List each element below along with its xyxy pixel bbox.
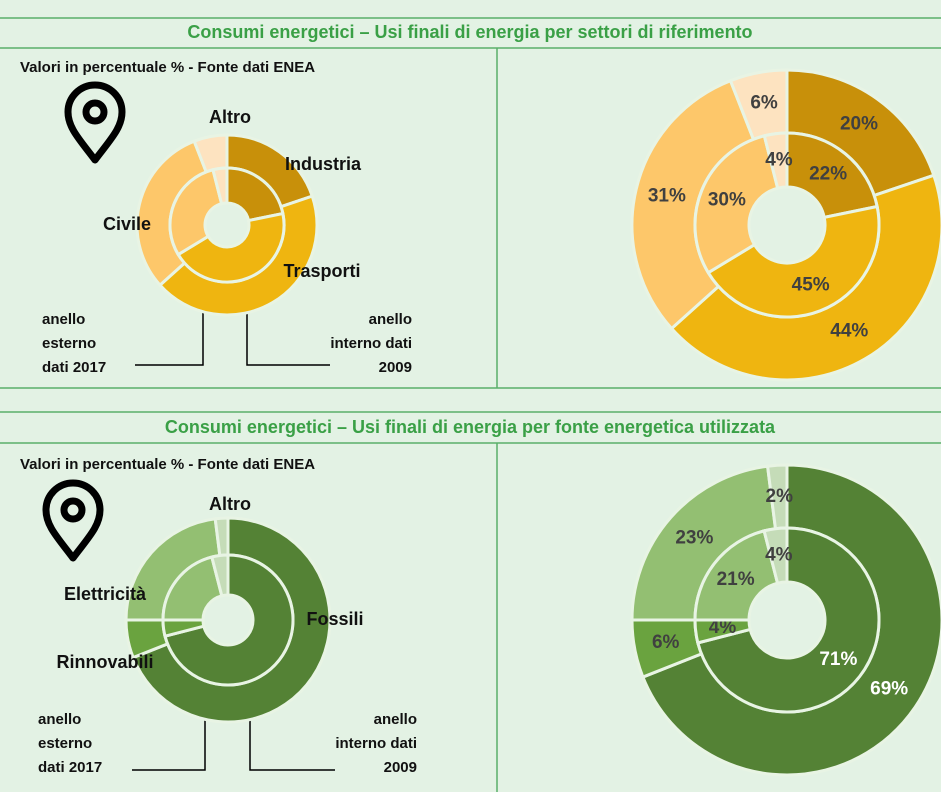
value-label: 20%	[840, 114, 878, 135]
series-annotation: anello interno dati 2009	[335, 711, 417, 776]
value-label: 45%	[792, 275, 830, 296]
category-label: Altro	[209, 494, 251, 514]
donut-segment	[696, 526, 881, 714]
value-label: 22%	[809, 164, 847, 185]
series-annotation: anello esterno dati 2017	[42, 311, 107, 376]
value-label: 71%	[819, 649, 857, 670]
donut-segment	[706, 204, 881, 319]
value-label: 6%	[750, 93, 778, 114]
category-label: Altro	[209, 107, 251, 127]
donut-segment	[785, 131, 879, 220]
donut-segment	[176, 211, 286, 284]
category-label: Civile	[103, 214, 151, 234]
donut-segment	[693, 529, 780, 622]
frame	[0, 17, 941, 792]
category-label: Fossili	[306, 609, 363, 629]
value-label: 69%	[870, 678, 908, 699]
value-label: 4%	[765, 545, 793, 566]
value-label: 6%	[652, 632, 680, 653]
category-label: Industria	[285, 154, 362, 174]
subtitle: Valori in percentuale % - Fonte dati ENE…	[20, 59, 315, 76]
value-label: 21%	[717, 569, 755, 590]
donut-segment	[211, 166, 229, 206]
value-label: 31%	[648, 185, 686, 206]
donut-segment	[762, 131, 789, 190]
category-label: Elettricità	[64, 584, 147, 604]
panel-title: Consumi energetici – Usi finali di energ…	[187, 22, 752, 42]
donut-segment	[762, 526, 789, 586]
pin-icon	[64, 81, 126, 164]
value-label: 23%	[675, 527, 713, 548]
panel-title: Consumi energetici – Usi finali di energ…	[165, 417, 776, 437]
donut-segment	[693, 134, 780, 275]
value-label: 2%	[766, 486, 794, 507]
donut-segment	[210, 553, 230, 598]
donut-segment	[163, 553, 295, 687]
category-label: Rinnovabili	[56, 652, 153, 672]
subtitle: Valori in percentuale % - Fonte dati ENE…	[20, 456, 315, 473]
series-annotation: anello esterno dati 2017	[38, 711, 103, 776]
value-label: 44%	[830, 321, 868, 342]
donut-segment	[168, 167, 224, 257]
category-label: Trasporti	[283, 261, 360, 281]
series-annotation: anello interno dati 2009	[330, 311, 412, 376]
value-label: 4%	[709, 617, 737, 638]
donut-segment	[225, 166, 285, 223]
donut-segment	[161, 555, 224, 622]
value-label: 4%	[765, 150, 793, 171]
value-label: 30%	[708, 189, 746, 210]
pin-icon	[42, 479, 104, 562]
